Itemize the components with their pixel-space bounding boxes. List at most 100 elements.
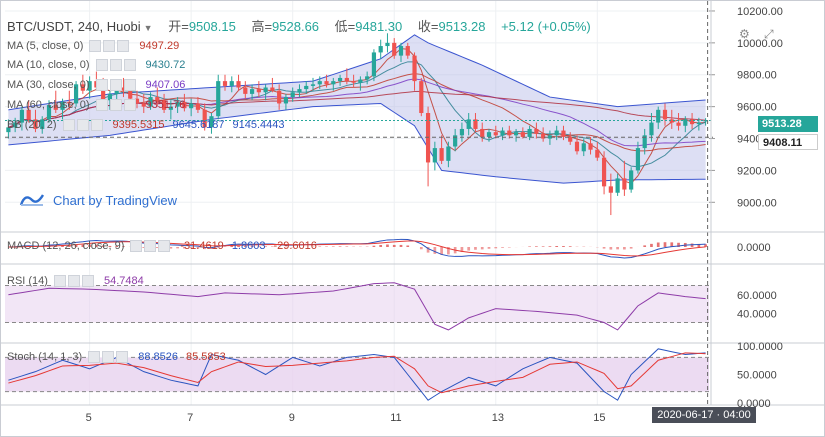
candle-body — [649, 122, 654, 136]
branding-text[interactable]: Chart by TradingView — [53, 192, 178, 208]
settings-icon[interactable]: ⚙ — [739, 27, 750, 41]
legend-buttons[interactable] — [130, 240, 172, 253]
candle — [358, 76, 363, 91]
candle — [222, 74, 228, 91]
candle-body — [662, 109, 668, 120]
legend-buttons[interactable] — [62, 119, 105, 132]
candle — [642, 128, 647, 155]
legend-buttons[interactable] — [88, 351, 130, 364]
tradingview-branding[interactable]: Chart by TradingView — [19, 191, 177, 209]
time-tick-label: 7 — [187, 412, 193, 424]
candle — [676, 113, 681, 131]
candle-body — [202, 109, 207, 128]
legend-macd-signal: -29.6016 — [273, 240, 317, 252]
candle — [249, 84, 255, 101]
symbol-title[interactable]: BTC/USDT, 240, Huobi — [7, 19, 141, 34]
candle — [182, 93, 187, 112]
candle — [486, 128, 492, 142]
candle-body — [588, 143, 593, 150]
candle — [439, 135, 444, 165]
legend-macd[interactable]: MACD (12, 26, close, 9) -31.4619 1.8603 -29… — [7, 240, 317, 253]
candle — [466, 113, 471, 136]
candle — [26, 100, 31, 123]
candle-body — [480, 128, 485, 137]
candle-body — [405, 46, 410, 56]
candle — [216, 74, 221, 120]
candle-body — [601, 157, 607, 187]
candle-body — [182, 101, 187, 109]
candle-body — [520, 132, 525, 137]
candle — [601, 151, 607, 195]
candle-body — [446, 146, 451, 161]
candle-body — [80, 84, 85, 91]
symbol-header[interactable]: BTC/USDT, 240, Huobi ▼ 开=9508.15 高=9528.6… — [7, 16, 591, 35]
fullscreen-icon[interactable]: ⤢ — [764, 27, 774, 41]
candle — [189, 98, 194, 117]
candle-body — [317, 81, 322, 85]
candle — [425, 106, 431, 187]
high-value: 9528.66 — [272, 19, 320, 34]
legend-bb[interactable]: BB (20, 2) 9395.5315 9645.6187 9145.4443 — [7, 119, 285, 132]
candle-body — [554, 130, 559, 136]
legend-macd-hist: -31.4619 — [180, 240, 224, 252]
candle-body — [561, 130, 566, 137]
candle — [378, 39, 383, 59]
rsi-band — [5, 285, 709, 323]
candle — [432, 141, 437, 171]
candle-body — [581, 143, 586, 152]
candle — [622, 160, 627, 196]
legend-ma10[interactable]: MA (10, close, 0) 9430.72 — [7, 59, 185, 72]
candle-body — [507, 130, 512, 136]
candle-body — [371, 52, 377, 77]
legend-buttons[interactable] — [95, 99, 138, 112]
candle-body — [500, 130, 505, 136]
legend-macd-label: MACD (12, 26, close, 9) — [7, 240, 125, 252]
candle-body — [189, 103, 194, 109]
chevron-down-icon[interactable]: ▼ — [143, 23, 153, 33]
stoch-tick-label: 100.0000 — [737, 341, 783, 353]
candle — [513, 128, 519, 142]
candle-body — [134, 98, 140, 104]
candle — [155, 87, 160, 107]
candle — [365, 71, 370, 85]
legend-buttons[interactable] — [53, 275, 96, 288]
legend-ma60[interactable]: MA (60, close, 0) 9351.76 — [7, 99, 185, 112]
legend-ma30[interactable]: MA (30, close, 0) 9407.06 — [7, 79, 185, 92]
macd-signal-line — [8, 240, 706, 257]
legend-rsi[interactable]: RSI (14) 54.7484 — [7, 275, 144, 288]
legend-ma5[interactable]: MA (5, close, 0) 9497.29 — [7, 40, 179, 53]
candle-body — [216, 81, 221, 117]
bollinger-bands — [8, 34, 706, 184]
candle-body — [256, 89, 261, 93]
candle — [80, 74, 85, 94]
legend-bb-upper: 9645.6187 — [172, 119, 225, 131]
candle — [337, 74, 343, 86]
legend-buttons[interactable] — [95, 59, 138, 72]
rsi-line — [8, 282, 706, 331]
legend-buttons[interactable] — [95, 79, 138, 92]
candle-body — [432, 148, 437, 163]
candle — [683, 116, 688, 133]
candle-body — [696, 122, 701, 125]
legend-ma60-label: MA (60, close, 0) — [7, 99, 90, 111]
candle-body — [290, 92, 295, 98]
candle-body — [331, 81, 336, 85]
candle-body — [101, 87, 106, 101]
candle-body — [148, 97, 153, 107]
candle-body — [26, 109, 31, 120]
candle — [412, 52, 417, 91]
legend-buttons[interactable] — [89, 40, 131, 53]
legend-stoch[interactable]: Stoch (14, 1, 3) 88.8526 85.5853 — [7, 351, 226, 364]
legend-bb-basis: 9395.5315 — [112, 119, 165, 131]
legend-bb-label: BB (20, 2) — [7, 119, 57, 131]
candle — [33, 109, 38, 133]
candle — [507, 125, 512, 139]
price-tick-label: 10200.00 — [737, 6, 783, 18]
candle-body — [229, 81, 234, 86]
candle — [568, 132, 573, 145]
candle-body — [168, 106, 173, 110]
candle-body — [358, 79, 363, 83]
candle-body — [324, 81, 329, 85]
